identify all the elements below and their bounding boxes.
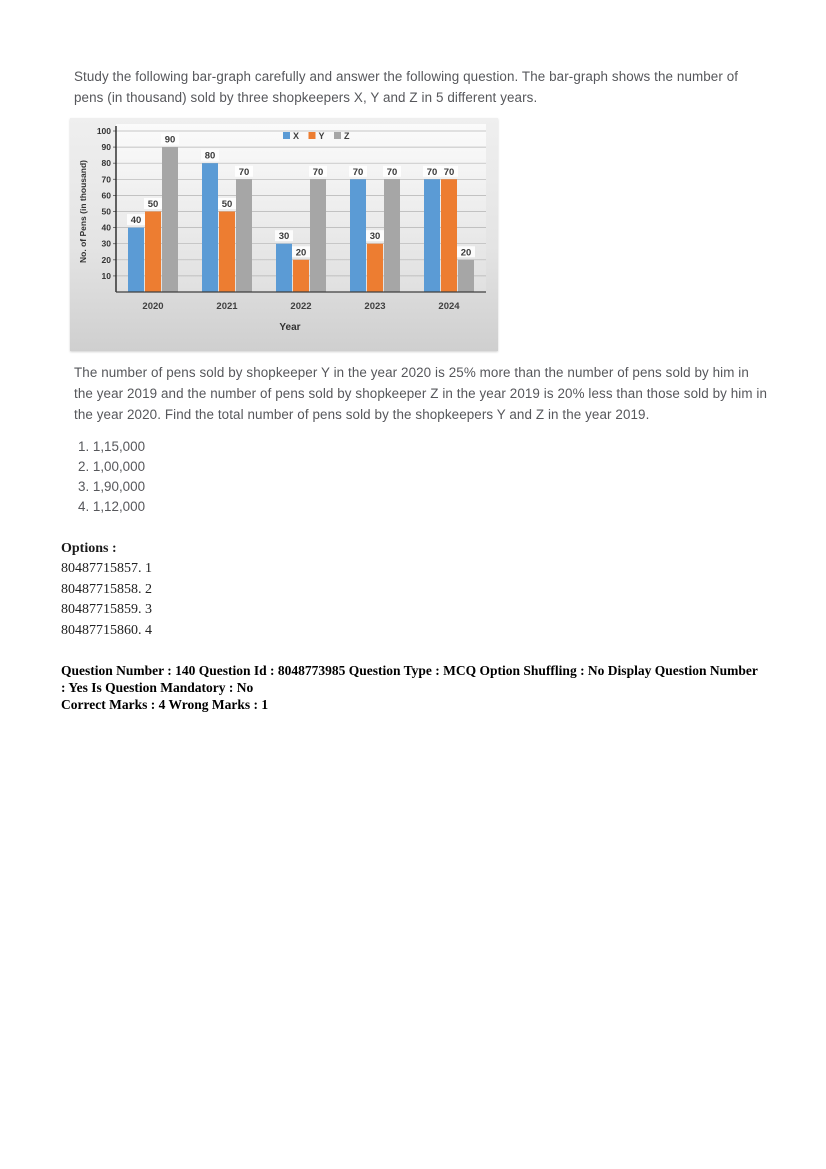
data-label: 80 xyxy=(205,151,216,162)
data-label-bg xyxy=(275,230,293,242)
data-label-bg xyxy=(349,165,367,177)
data-label: 70 xyxy=(444,167,455,178)
data-label-bg xyxy=(292,246,310,258)
data-label-bg xyxy=(366,230,384,242)
x-tick-label: 2020 xyxy=(142,301,163,312)
data-label-bg xyxy=(457,246,475,258)
bar-X xyxy=(276,243,292,292)
x-tick-label: 2022 xyxy=(290,301,311,312)
y-tick-label: 50 xyxy=(102,207,112,217)
data-label: 20 xyxy=(296,247,307,258)
question-metadata: Question Number : 140 Question Id : 8048… xyxy=(61,662,763,713)
metadata-line: Question Number : 140 Question Id : 8048… xyxy=(61,663,758,695)
x-tick-label: 2023 xyxy=(364,301,385,312)
intro-paragraph: Study the following bar-graph carefully … xyxy=(74,69,739,105)
y-axis-title: No. of Pens (in thousand) xyxy=(78,160,88,263)
x-axis-title: Year xyxy=(279,322,300,333)
answer-choice-3: 3. 1,90,000 xyxy=(78,479,146,494)
data-label: 70 xyxy=(353,167,364,178)
option-id-4: 80487715860. 4 xyxy=(61,622,152,638)
option-id-3: 80487715859. 3 xyxy=(61,602,152,617)
y-tick-label: 90 xyxy=(102,142,112,152)
data-label-bg xyxy=(309,165,327,177)
option-id-2: 80487715858. 2 xyxy=(61,581,152,597)
options-block: Options : 80487715857. 1 80487715858. 2 … xyxy=(61,539,152,641)
bar-Z xyxy=(384,179,400,292)
y-tick-label: 40 xyxy=(102,223,112,233)
legend-label-Y: Y xyxy=(319,131,325,141)
data-label: 70 xyxy=(239,167,250,178)
data-label-bg xyxy=(383,165,401,177)
data-label: 30 xyxy=(279,231,290,242)
legend-swatch-Y xyxy=(308,132,316,139)
bar-Z xyxy=(458,259,474,292)
bar-chart-svg: 10 20 30 40 50 60 70 80 90 100 40 80 30 70 70 50 50 20 30 7… xyxy=(78,124,486,333)
bar-Y xyxy=(441,179,457,292)
answer-choice-1: 1. 1,15,000 xyxy=(78,439,146,454)
data-label: 70 xyxy=(387,167,398,178)
bar-Y xyxy=(293,259,309,292)
options-heading: Options : xyxy=(61,541,117,556)
bar-Y xyxy=(145,211,161,292)
y-tick-label: 70 xyxy=(102,174,112,184)
bar-Z xyxy=(236,179,252,292)
data-label: 30 xyxy=(370,231,381,242)
legend-label-Z: Z xyxy=(344,131,350,141)
data-label-bg xyxy=(235,165,253,177)
data-label-bg xyxy=(144,198,162,209)
bar-Z xyxy=(310,179,326,292)
question-paragraph: The number of pens sold by shopkeeper Y … xyxy=(74,365,768,422)
legend-swatch-Z xyxy=(334,132,341,139)
data-label: 50 xyxy=(222,199,233,210)
x-tick-label: 2024 xyxy=(438,301,460,312)
bar-X xyxy=(128,227,144,292)
x-tick-label: 2021 xyxy=(216,301,238,312)
data-label-bg xyxy=(440,165,458,177)
answer-choice-2: 2. 1,00,000 xyxy=(78,459,146,474)
data-label-bg xyxy=(423,165,441,177)
bar-X xyxy=(424,179,440,292)
data-label: 70 xyxy=(427,167,438,178)
legend-label-X: X xyxy=(293,131,299,141)
bar-Y xyxy=(367,243,383,292)
metadata-marks-line: Correct Marks : 4 Wrong Marks : 1 xyxy=(61,697,269,712)
y-tick-label: 60 xyxy=(102,190,112,200)
data-label: 90 xyxy=(165,135,176,146)
bar-X xyxy=(350,179,366,292)
y-tick-label: 100 xyxy=(97,126,111,136)
answer-choices: 1. 1,15,000 2. 1,00,000 3. 1,90,000 4. 1… xyxy=(78,437,145,517)
y-tick-label: 80 xyxy=(102,158,112,168)
bar-Y xyxy=(219,211,235,292)
y-tick-label: 20 xyxy=(102,255,112,265)
y-tick-label: 30 xyxy=(102,239,112,249)
y-tick-label: 10 xyxy=(102,271,112,281)
data-label: 20 xyxy=(461,247,472,258)
answer-choice-4: 4. 1,12,000 xyxy=(78,499,146,514)
legend-swatch-X xyxy=(283,132,290,139)
data-label-bg xyxy=(127,214,145,226)
bar-chart: 10 20 30 40 50 60 70 80 90 100 40 80 30 70 70 50 50 20 30 7… xyxy=(70,118,498,351)
data-label: 50 xyxy=(148,199,159,210)
data-label: 70 xyxy=(313,167,324,178)
data-label-bg xyxy=(161,133,179,145)
data-label: 40 xyxy=(131,215,142,226)
data-label-bg xyxy=(218,198,236,209)
bar-Z xyxy=(162,147,178,292)
bar-X xyxy=(202,163,218,292)
option-id-1: 80487715857. 1 xyxy=(61,561,152,576)
data-label-bg xyxy=(201,149,219,161)
